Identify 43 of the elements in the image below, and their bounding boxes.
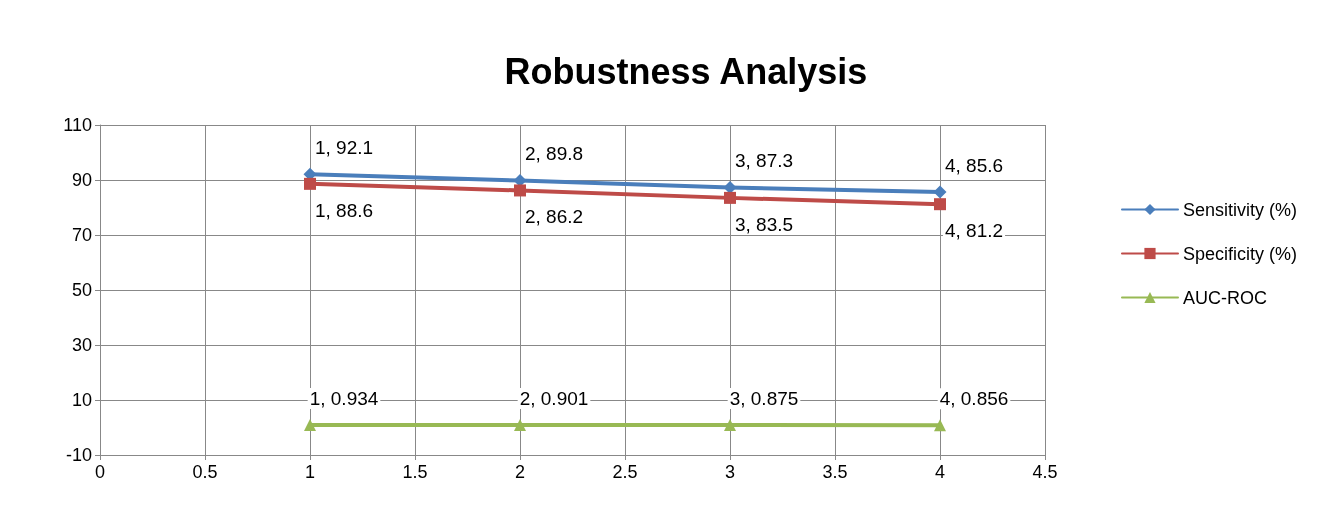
y-tick-label: 50 [71,280,92,300]
x-tick-label: 1.5 [402,462,428,482]
y-tick-label: 30 [71,335,92,355]
data-label: 3, 83.5 [734,213,794,235]
data-label: 1, 92.1 [314,136,374,158]
legend-label: Specificity (%) [1182,243,1298,264]
y-tick-label: 70 [71,225,92,245]
x-tick-label: 2 [514,462,526,482]
point [723,180,737,194]
point [304,418,316,431]
x-tick-label: 4 [934,462,946,482]
x-tick-label: 0.5 [192,462,218,482]
y-tick-label: -10 [65,445,92,465]
x-tick-label: 1 [304,462,316,482]
data-label: 2, 0.901 [519,388,589,410]
data-label: 2, 89.8 [524,143,584,165]
data-label: 3, 87.3 [734,149,794,171]
point [304,177,316,190]
point [934,419,946,432]
y-tick-label: 90 [71,170,92,190]
x-tick-label: 2.5 [612,462,638,482]
data-label: 4, 81.2 [944,220,1004,242]
data-label: 4, 85.6 [944,154,1004,176]
y-tick-label: 110 [63,115,92,135]
point [514,419,526,432]
chart-title: Robustness Analysis [504,50,868,92]
x-tick-label: 3 [724,462,736,482]
data-label: 2, 86.2 [524,206,584,228]
data-label: 4, 0.856 [939,388,1009,410]
point [724,419,736,432]
point [724,191,736,204]
x-tick-label: 4.5 [1032,462,1058,482]
data-label: 1, 88.6 [314,199,374,221]
data-label: 3, 0.875 [729,388,799,410]
data-label: 1, 0.934 [309,387,379,409]
legend-label: AUC-ROC [1182,287,1267,308]
y-tick-label: 10 [71,390,92,410]
point [933,185,947,199]
x-tick-label: 3.5 [822,462,848,482]
x-tick-label: 0 [94,462,106,482]
point [514,184,526,197]
point [934,198,946,211]
legend-label: Sensitivity (%) [1182,199,1298,220]
